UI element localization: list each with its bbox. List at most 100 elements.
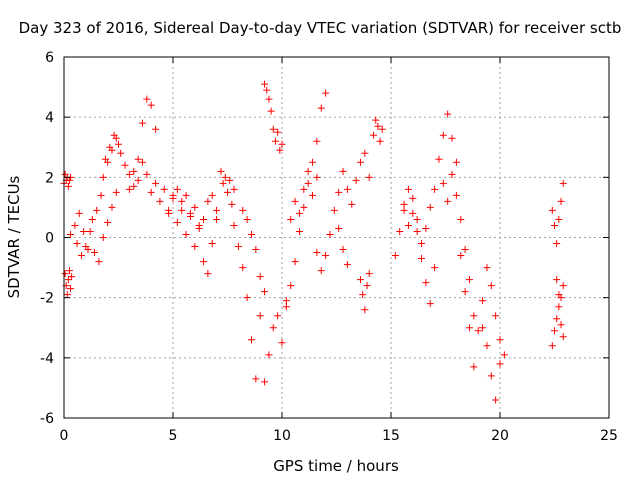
data-point-marker — [309, 191, 317, 199]
data-point-marker — [274, 128, 282, 136]
data-point-marker — [457, 215, 465, 223]
x-tick-label: 20 — [491, 428, 509, 444]
data-point-marker — [418, 240, 426, 248]
grid — [64, 57, 609, 418]
data-point-marker — [282, 297, 290, 305]
data-point-marker — [226, 176, 234, 184]
data-point-marker — [95, 258, 103, 266]
data-point-marker — [160, 185, 168, 193]
data-point-marker — [492, 312, 500, 320]
data-point-marker — [404, 185, 412, 193]
data-point-marker — [356, 158, 364, 166]
data-point-marker — [204, 270, 212, 278]
data-point-marker — [363, 282, 371, 290]
data-point-marker — [274, 312, 282, 320]
data-point-marker — [470, 312, 478, 320]
data-point-marker — [474, 327, 482, 335]
data-point-marker — [551, 221, 558, 229]
data-point-marker — [138, 119, 146, 127]
x-tick-label: 0 — [60, 428, 69, 444]
data-point-marker — [287, 282, 295, 290]
data-point-marker — [86, 227, 94, 235]
data-point-marker — [304, 167, 312, 175]
data-point-marker — [125, 170, 133, 178]
data-point-marker — [422, 279, 430, 287]
data-point-marker — [391, 252, 399, 260]
data-point-marker — [557, 197, 565, 205]
data-point-marker — [313, 137, 321, 145]
data-point-marker — [313, 173, 321, 181]
data-point-marker — [269, 125, 277, 133]
data-point-marker — [317, 267, 325, 275]
data-point-marker — [457, 252, 465, 260]
data-point-marker — [365, 270, 373, 278]
data-point-marker — [64, 276, 72, 284]
data-point-marker — [278, 140, 286, 148]
data-point-marker — [247, 230, 255, 238]
data-point-marker — [361, 306, 369, 314]
data-point-marker — [343, 261, 351, 269]
x-axis-title: GPS time / hours — [273, 457, 399, 475]
data-point-marker — [217, 167, 225, 175]
data-point-marker — [465, 276, 473, 284]
data-point-marker — [65, 267, 73, 275]
data-point-marker — [104, 158, 112, 166]
data-point-marker — [169, 191, 177, 199]
data-point-marker — [326, 230, 334, 238]
data-point-marker — [195, 224, 203, 232]
data-point-marker — [413, 215, 421, 223]
data-point-marker — [479, 297, 487, 305]
data-points — [60, 80, 567, 404]
data-point-marker — [335, 224, 343, 232]
data-point-marker — [339, 167, 347, 175]
data-point-marker — [165, 209, 173, 217]
data-point-marker — [500, 351, 508, 359]
data-point-marker — [80, 227, 88, 235]
data-point-marker — [309, 158, 317, 166]
data-point-marker — [553, 240, 561, 248]
data-point-marker — [396, 227, 404, 235]
data-point-marker — [256, 273, 264, 281]
data-point-marker — [125, 185, 133, 193]
y-axis-ticks: -6 -4 -2 0 2 4 6 — [40, 50, 609, 427]
data-point-marker — [461, 246, 469, 254]
data-point-marker — [68, 273, 76, 281]
data-point-marker — [287, 215, 295, 223]
data-point-marker — [243, 294, 251, 302]
data-point-marker — [304, 179, 312, 187]
data-point-marker — [370, 131, 378, 139]
data-point-marker — [295, 209, 303, 217]
data-point-marker — [348, 200, 356, 208]
data-point-marker — [112, 188, 120, 196]
data-point-marker — [271, 137, 279, 145]
data-point-marker — [295, 227, 303, 235]
data-point-marker — [143, 170, 151, 178]
data-point-marker — [313, 249, 321, 257]
data-point-marker — [108, 203, 116, 211]
data-point-marker — [219, 179, 227, 187]
data-point-marker — [487, 282, 495, 290]
data-point-marker — [300, 203, 308, 211]
data-point-marker — [409, 209, 417, 217]
data-point-marker — [374, 122, 382, 130]
data-point-marker — [67, 285, 75, 293]
data-point-marker — [93, 206, 101, 214]
data-point-marker — [444, 110, 452, 118]
data-point-marker — [291, 197, 299, 205]
data-point-marker — [134, 155, 142, 163]
data-point-marker — [278, 339, 286, 347]
data-point-marker — [492, 396, 500, 404]
data-point-marker — [555, 215, 563, 223]
data-point-marker — [559, 179, 567, 187]
y-tick-label: -4 — [40, 351, 54, 367]
data-point-marker — [243, 215, 251, 223]
data-point-marker — [413, 227, 421, 235]
data-point-marker — [173, 218, 181, 226]
data-point-marker — [483, 342, 491, 350]
x-tick-label: 10 — [273, 428, 291, 444]
data-point-marker — [73, 240, 81, 248]
data-point-marker — [339, 246, 347, 254]
data-point-marker — [178, 197, 186, 205]
data-point-marker — [291, 258, 299, 266]
